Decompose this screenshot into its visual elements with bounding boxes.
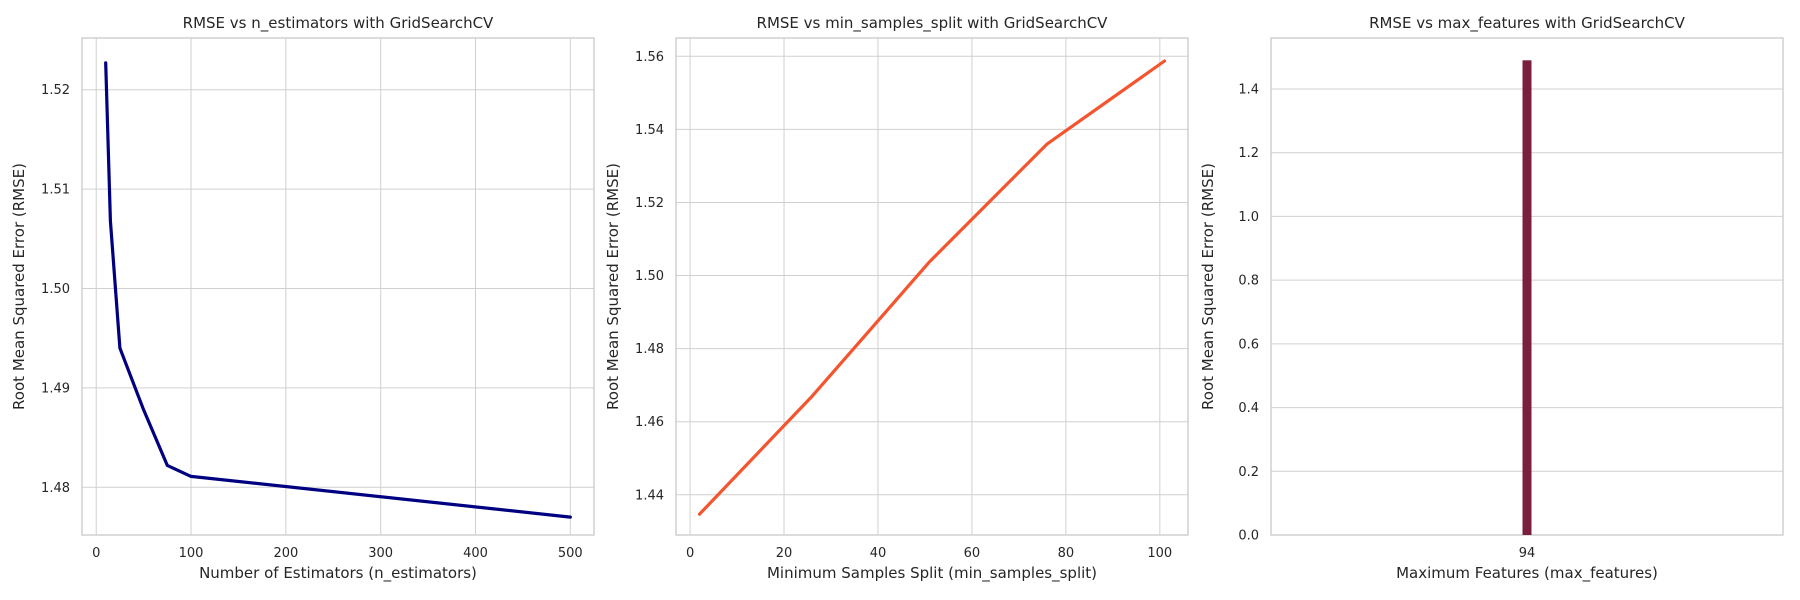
y-tick-label: 1.52: [635, 196, 664, 211]
y-tick-label: 0.4: [1238, 401, 1259, 416]
y-tick-label: 0.8: [1238, 274, 1259, 289]
x-tick-label: 80: [1058, 546, 1075, 561]
x-axis-label: Maximum Features (max_features): [1396, 564, 1658, 583]
chart-title: RMSE vs max_features with GridSearchCV: [1369, 14, 1686, 33]
chart-panel-3: 0.0 0.2 0.4 0.6 0.8 1.0 1.2 1.4 94 RMSE vs max_fe…: [1199, 14, 1784, 583]
chart-panel-2: 1.44 1.46 1.48 1.50 1.52 1.54 1.56 0 20 40 60 80 100…: [604, 14, 1189, 583]
plot-area: [675, 37, 1189, 536]
x-tick-label: 40: [870, 546, 887, 561]
x-tick-label: 94: [1519, 546, 1536, 561]
x-tick-label: 200: [273, 546, 298, 561]
x-tick-label: 0: [92, 546, 100, 561]
y-tick-label: 1.0: [1238, 210, 1259, 225]
x-tick-label: 60: [964, 546, 981, 561]
y-tick-label: 1.54: [635, 123, 664, 138]
series-line: [104, 61, 572, 519]
y-axis-label: Root Mean Squared Error (RMSE): [1199, 163, 1217, 410]
y-axis-label: Root Mean Squared Error (RMSE): [604, 163, 622, 410]
y-tick-label: 1.49: [41, 381, 70, 396]
x-tick-label: 100: [1147, 546, 1172, 561]
y-tick-label: 1.51: [41, 183, 70, 198]
x-tick-label: 20: [776, 546, 793, 561]
plot-frame: [81, 37, 595, 536]
x-tick-label: 0: [686, 546, 694, 561]
y-tick-label: 1.2: [1238, 146, 1259, 161]
y-tick-label: 1.50: [635, 269, 664, 284]
y-tick-label: 1.48: [635, 342, 664, 357]
y-tick-label: 1.4: [1238, 82, 1259, 97]
y-tick-label: 0.2: [1238, 465, 1259, 480]
y-tick-label: 1.48: [41, 481, 70, 496]
x-tick-label: 300: [368, 546, 393, 561]
chart-panel-1: 1.48 1.49 1.50 1.51 1.52 0 100 200 300 400 500 RMSE…: [10, 14, 595, 583]
plot-area: [81, 37, 595, 536]
y-tick-label: 1.52: [41, 83, 70, 98]
series-line: [697, 59, 1167, 516]
y-axis-label: Root Mean Squared Error (RMSE): [10, 163, 28, 410]
x-tick-label: 400: [463, 546, 488, 561]
y-tick-label: 1.56: [635, 50, 664, 65]
x-axis-label: Number of Estimators (n_estimators): [199, 564, 477, 583]
plot-frame: [675, 37, 1189, 536]
y-tick-label: 0.0: [1238, 529, 1259, 544]
chart-title: RMSE vs min_samples_split with GridSearc…: [757, 14, 1109, 33]
y-tick-label: 0.6: [1238, 337, 1259, 352]
x-tick-label: 100: [179, 546, 204, 561]
bar: [1522, 60, 1532, 536]
y-tick-label: 1.44: [635, 488, 664, 503]
chart-title: RMSE vs n_estimators with GridSearchCV: [183, 14, 494, 33]
y-tick-label: 1.46: [635, 415, 664, 430]
x-tick-label: 500: [558, 546, 583, 561]
y-tick-label: 1.50: [41, 282, 70, 297]
x-axis-label: Minimum Samples Split (min_samples_split…: [767, 564, 1097, 583]
